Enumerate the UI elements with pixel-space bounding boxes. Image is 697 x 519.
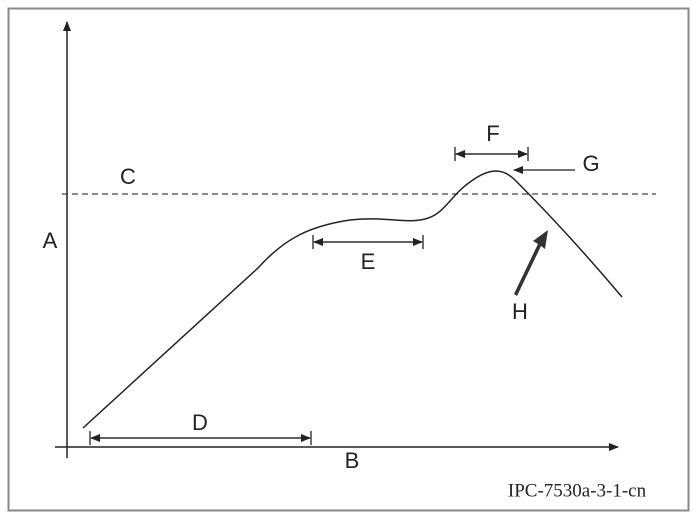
label: C [120,164,136,189]
label: H [512,299,528,324]
label: G [582,151,599,176]
figure-id: IPC-7530a-3-1-cn [508,480,647,501]
frame [7,7,690,512]
label: E [361,249,376,274]
label: D [192,410,208,435]
label: B [345,448,360,473]
label: F [486,121,499,146]
profile-curve [82,170,623,429]
dimension-arrows [89,147,575,445]
h-arrow [514,230,548,296]
label: A [43,228,58,253]
